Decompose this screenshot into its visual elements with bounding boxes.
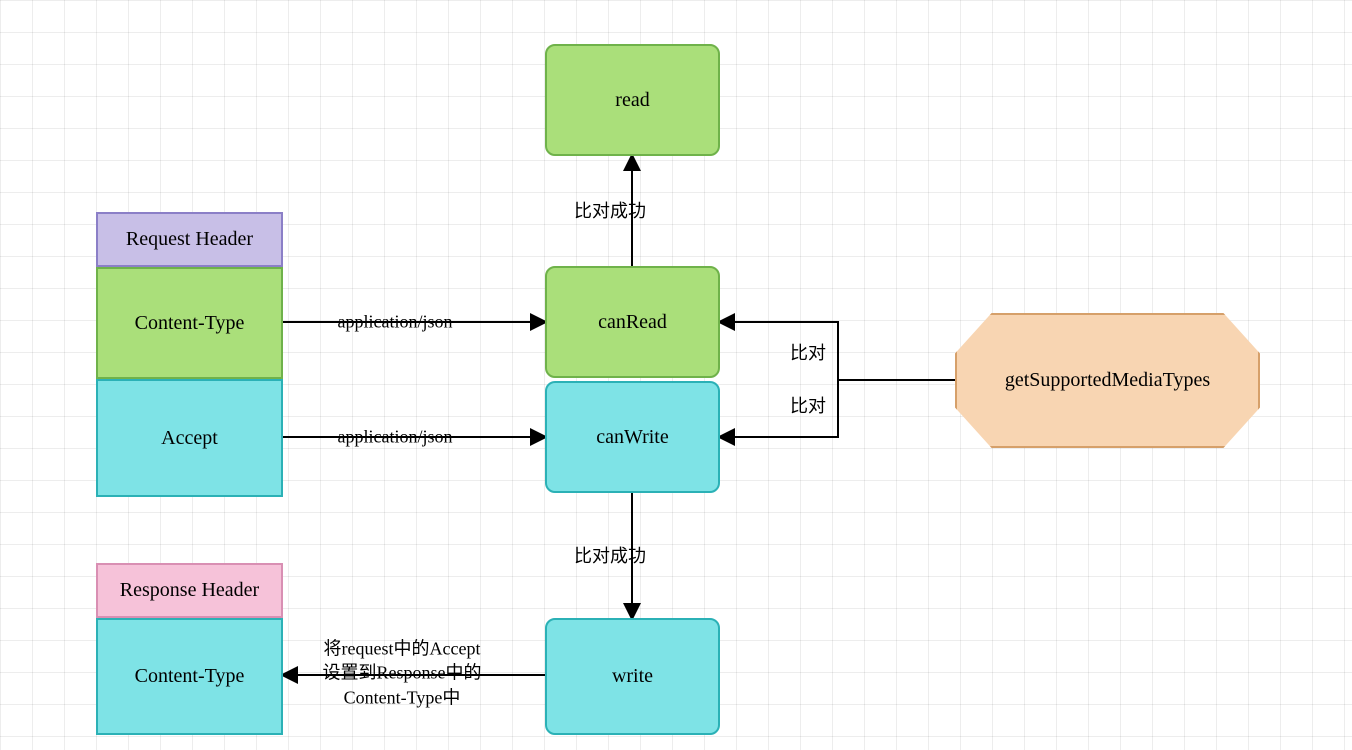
- node-write: write: [545, 618, 720, 735]
- node-label: read: [615, 89, 649, 112]
- node-label: Request Header: [126, 228, 253, 251]
- node-label: Content-Type: [135, 665, 245, 688]
- edge-label-canwrite-to-write: 比对成功: [574, 542, 646, 568]
- edge-label-gsmt-to-canwrite: 比对: [790, 392, 826, 418]
- node-label: canWrite: [596, 426, 668, 449]
- node-label: write: [612, 665, 653, 688]
- node-can-read: canRead: [545, 266, 720, 378]
- node-content-type-response: Content-Type: [96, 618, 283, 735]
- node-content-type-request: Content-Type: [96, 267, 283, 379]
- node-label: getSupportedMediaTypes: [1005, 369, 1210, 392]
- diagram-canvas: read Request Header Content-Type Accept …: [0, 0, 1352, 750]
- node-label: Accept: [161, 427, 218, 450]
- node-can-write: canWrite: [545, 381, 720, 493]
- edge-label-canread-to-read: 比对成功: [574, 197, 646, 223]
- node-request-header: Request Header: [96, 212, 283, 267]
- node-get-supported-media-types: getSupportedMediaTypes: [955, 313, 1260, 448]
- node-accept: Accept: [96, 379, 283, 497]
- edge-label-accept-to-canwrite: application/json: [338, 427, 453, 448]
- node-label: canRead: [598, 311, 667, 334]
- edge-label-gsmt-to-canread: 比对: [790, 339, 826, 365]
- edge-label-write-to-ct2: 将request中的Accept设置到Response中的Content-Typ…: [323, 637, 482, 710]
- node-response-header: Response Header: [96, 563, 283, 618]
- edge-label-ct-to-canread: application/json: [338, 312, 453, 333]
- node-label: Response Header: [120, 579, 259, 602]
- node-label: Content-Type: [135, 312, 245, 335]
- node-read: read: [545, 44, 720, 156]
